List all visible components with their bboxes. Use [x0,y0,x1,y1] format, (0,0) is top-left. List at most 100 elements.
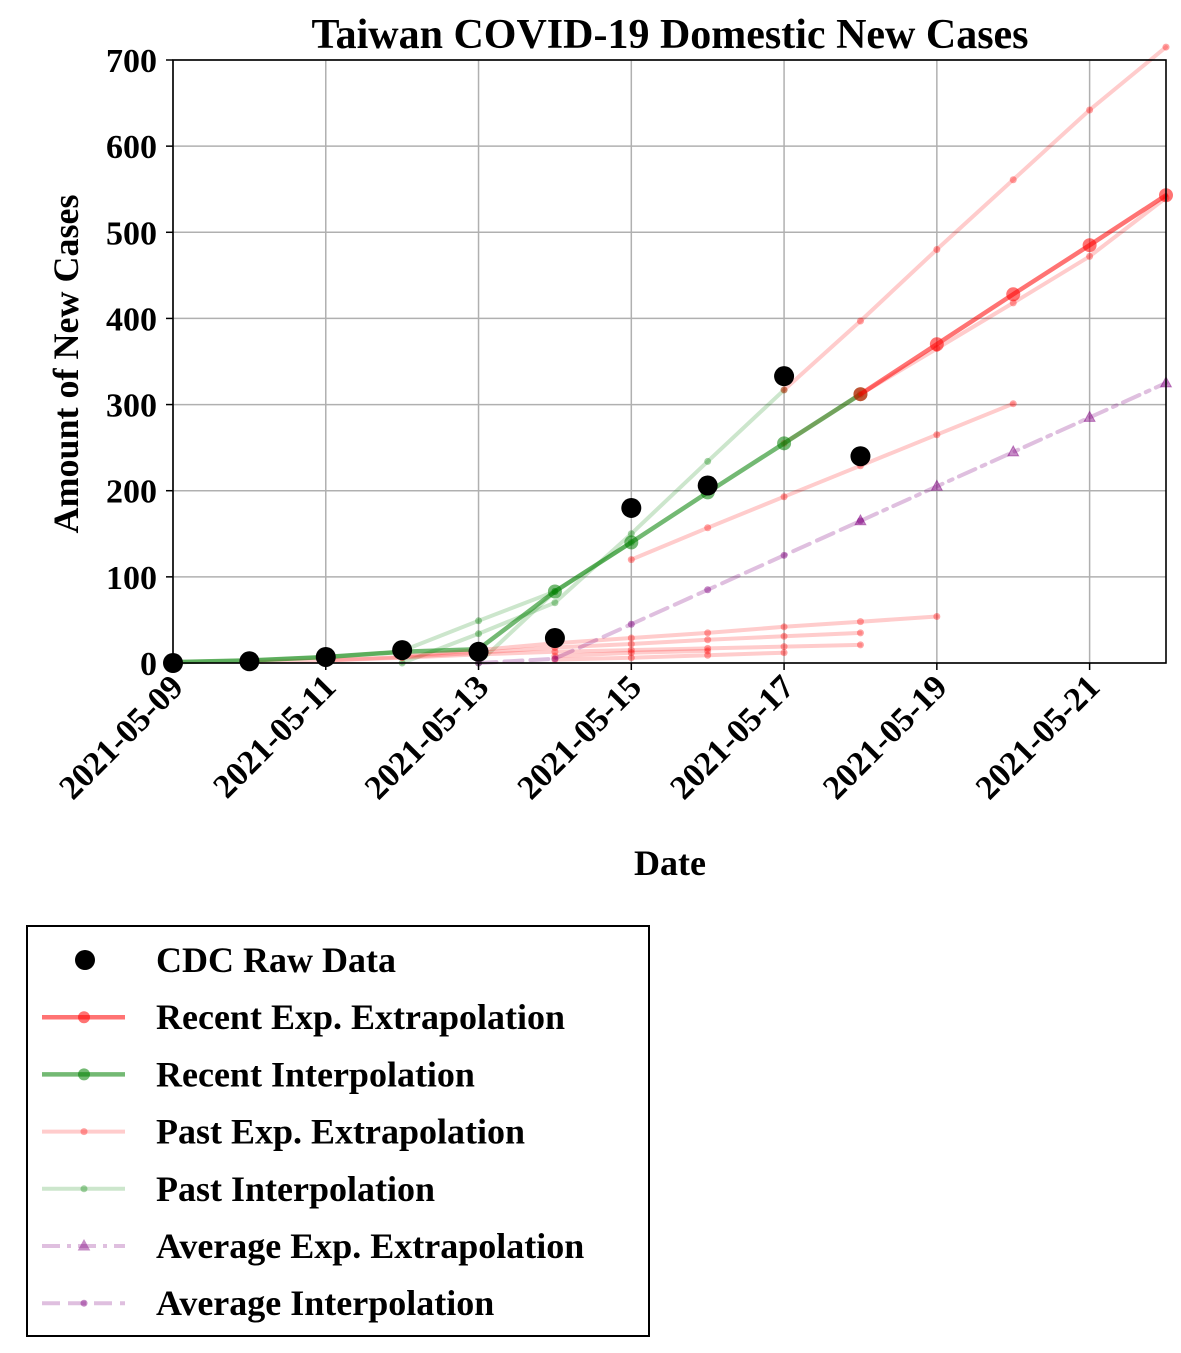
recent-interpolation-marker [777,436,792,451]
recent-exp-extrapolation-marker [1082,238,1097,253]
past-exp-extrapolation-marker [551,652,559,660]
cdc-raw-data-point [468,641,489,662]
past-exp-extrapolation-marker [933,431,941,439]
past-interpolation-line [400,387,787,665]
y-tick-label: 500 [106,215,157,252]
grid [172,59,1166,664]
past-exp-extrapolation-marker [627,654,635,662]
legend-label-past-interpolation: Past Interpolation [156,1169,435,1209]
past-interpolation-line [400,589,557,653]
legend-marker-cdc-raw-data [75,950,95,970]
legend: CDC Raw Data Recent Exp. Extrapolation Rec… [26,925,650,1337]
past-exp-extrapolation-marker [1009,400,1017,408]
cdc-raw-data-point [544,628,565,649]
y-tick-label: 400 [106,301,157,338]
past-exp-extrapolation-marker [1009,176,1017,184]
raw-points [163,366,871,673]
cdc-raw-data-point [697,475,718,496]
past-exp-extrapolation-marker [780,649,788,657]
main-lines [166,188,1173,670]
y-tick-label: 200 [106,474,157,511]
past-exp-extrapolation-marker [780,632,788,640]
x-tick-label: 2021-05-09 [52,668,190,806]
past-exp-extrapolation-marker [856,618,864,626]
legend-label-past-exp-extrapolation: Past Exp. Extrapolation [156,1112,525,1152]
chart-title: Taiwan COVID-19 Domestic New Cases [311,12,1028,58]
past-interpolation-marker [627,530,635,538]
y-tick-label: 600 [106,129,157,166]
x-tick-label: 2021-05-21 [969,668,1107,806]
past-exp-extrapolation-marker [627,634,635,642]
recent-exp-extrapolation-marker [929,337,944,352]
past-exp-extrapolation-marker [1086,106,1094,114]
past-exp-extrapolation-marker [551,656,559,664]
legend-label-recent-exp-extrapolation: Recent Exp. Extrapolation [156,997,565,1037]
y-tick-label: 0 [140,646,157,683]
average-exp-extrapolation-marker [1083,410,1096,422]
legend-marker-past-exp-extrapolation [80,1128,88,1136]
past-exp-extrapolation-marker [704,524,712,532]
legend-marker-average-exp-extrapolation [77,1239,91,1251]
past-exp-extrapolation-marker [1009,299,1017,307]
cdc-raw-data-point [392,640,413,661]
average-interpolation-marker [856,517,864,525]
past-interpolation-marker [780,386,788,394]
past-interpolation-marker [475,617,483,625]
cdc-raw-data-point [239,651,260,672]
legend-marker-recent-interpolation [78,1068,90,1081]
past-lines [169,43,1170,667]
y-tick-label: 700 [106,43,157,80]
past-exp-extrapolation-marker [780,643,788,651]
past-exp-extrapolation-marker [704,629,712,637]
legend-label-recent-interpolation: Recent Interpolation [156,1054,475,1094]
average-interpolation-marker [704,586,712,594]
recent-interpolation-marker [624,535,639,550]
past-exp-extrapolation-marker [856,641,864,649]
average-interpolation-marker [627,620,635,628]
past-exp-extrapolation-line [323,630,863,663]
cdc-raw-data-point [850,446,871,467]
y-axis-label: Amount of New Cases [46,195,86,534]
recent-interpolation-line [170,391,863,665]
past-exp-extrapolation-marker [704,644,712,652]
past-exp-extrapolation-marker [856,629,864,637]
past-exp-extrapolation-marker [627,646,635,654]
average-exp-extrapolation-marker [1006,444,1020,457]
x-tick-label: 2021-05-11 [206,668,343,805]
past-exp-extrapolation-marker [627,556,635,564]
past-exp-extrapolation-line [629,401,1016,562]
y-tick-label: 100 [106,560,157,597]
past-exp-extrapolation-marker [1086,252,1094,260]
legend-label-average-interpolation: Average Interpolation [156,1283,494,1323]
x-ticks: 2021-05-09 2021-05-11 2021-05-13 2021-05-15… [52,663,1107,807]
average-interpolation-marker [780,551,788,559]
past-exp-extrapolation-line [400,614,939,659]
past-exp-extrapolation-marker [780,493,788,501]
y-ticks: 0 100 200 300 400 500 600 700 [106,43,173,683]
past-exp-extrapolation-marker [1162,43,1170,51]
x-axis-label: Date [634,843,706,883]
x-tick-label: 2021-05-17 [663,668,801,806]
past-exp-extrapolation-marker [780,386,788,394]
x-tick-label: 2021-05-15 [511,668,649,806]
x-tick-label: 2021-05-13 [358,668,496,806]
legend-label-cdc-raw-data: CDC Raw Data [156,940,396,980]
cdc-raw-data-point [774,366,795,387]
past-exp-extrapolation-marker [933,246,941,254]
past-interpolation-marker [704,457,712,465]
past-exp-extrapolation-marker [704,647,712,655]
past-exp-extrapolation-line [552,648,710,659]
past-exp-extrapolation-marker [780,623,788,631]
cdc-raw-data-point [621,497,642,518]
y-tick-label: 300 [106,388,157,425]
x-tick-label: 2021-05-19 [816,668,954,806]
legend-marker-average-interpolation [80,1299,88,1307]
past-exp-extrapolation-line [782,45,1168,392]
recent-interpolation-marker [547,584,562,599]
legend-marker-recent-exp-extrapolation [78,1011,90,1024]
average-exp-extrapolation-marker [854,513,867,526]
legend-marker-past-interpolation [80,1185,88,1193]
plot-frame [172,59,1167,664]
past-interpolation-marker [475,630,483,638]
